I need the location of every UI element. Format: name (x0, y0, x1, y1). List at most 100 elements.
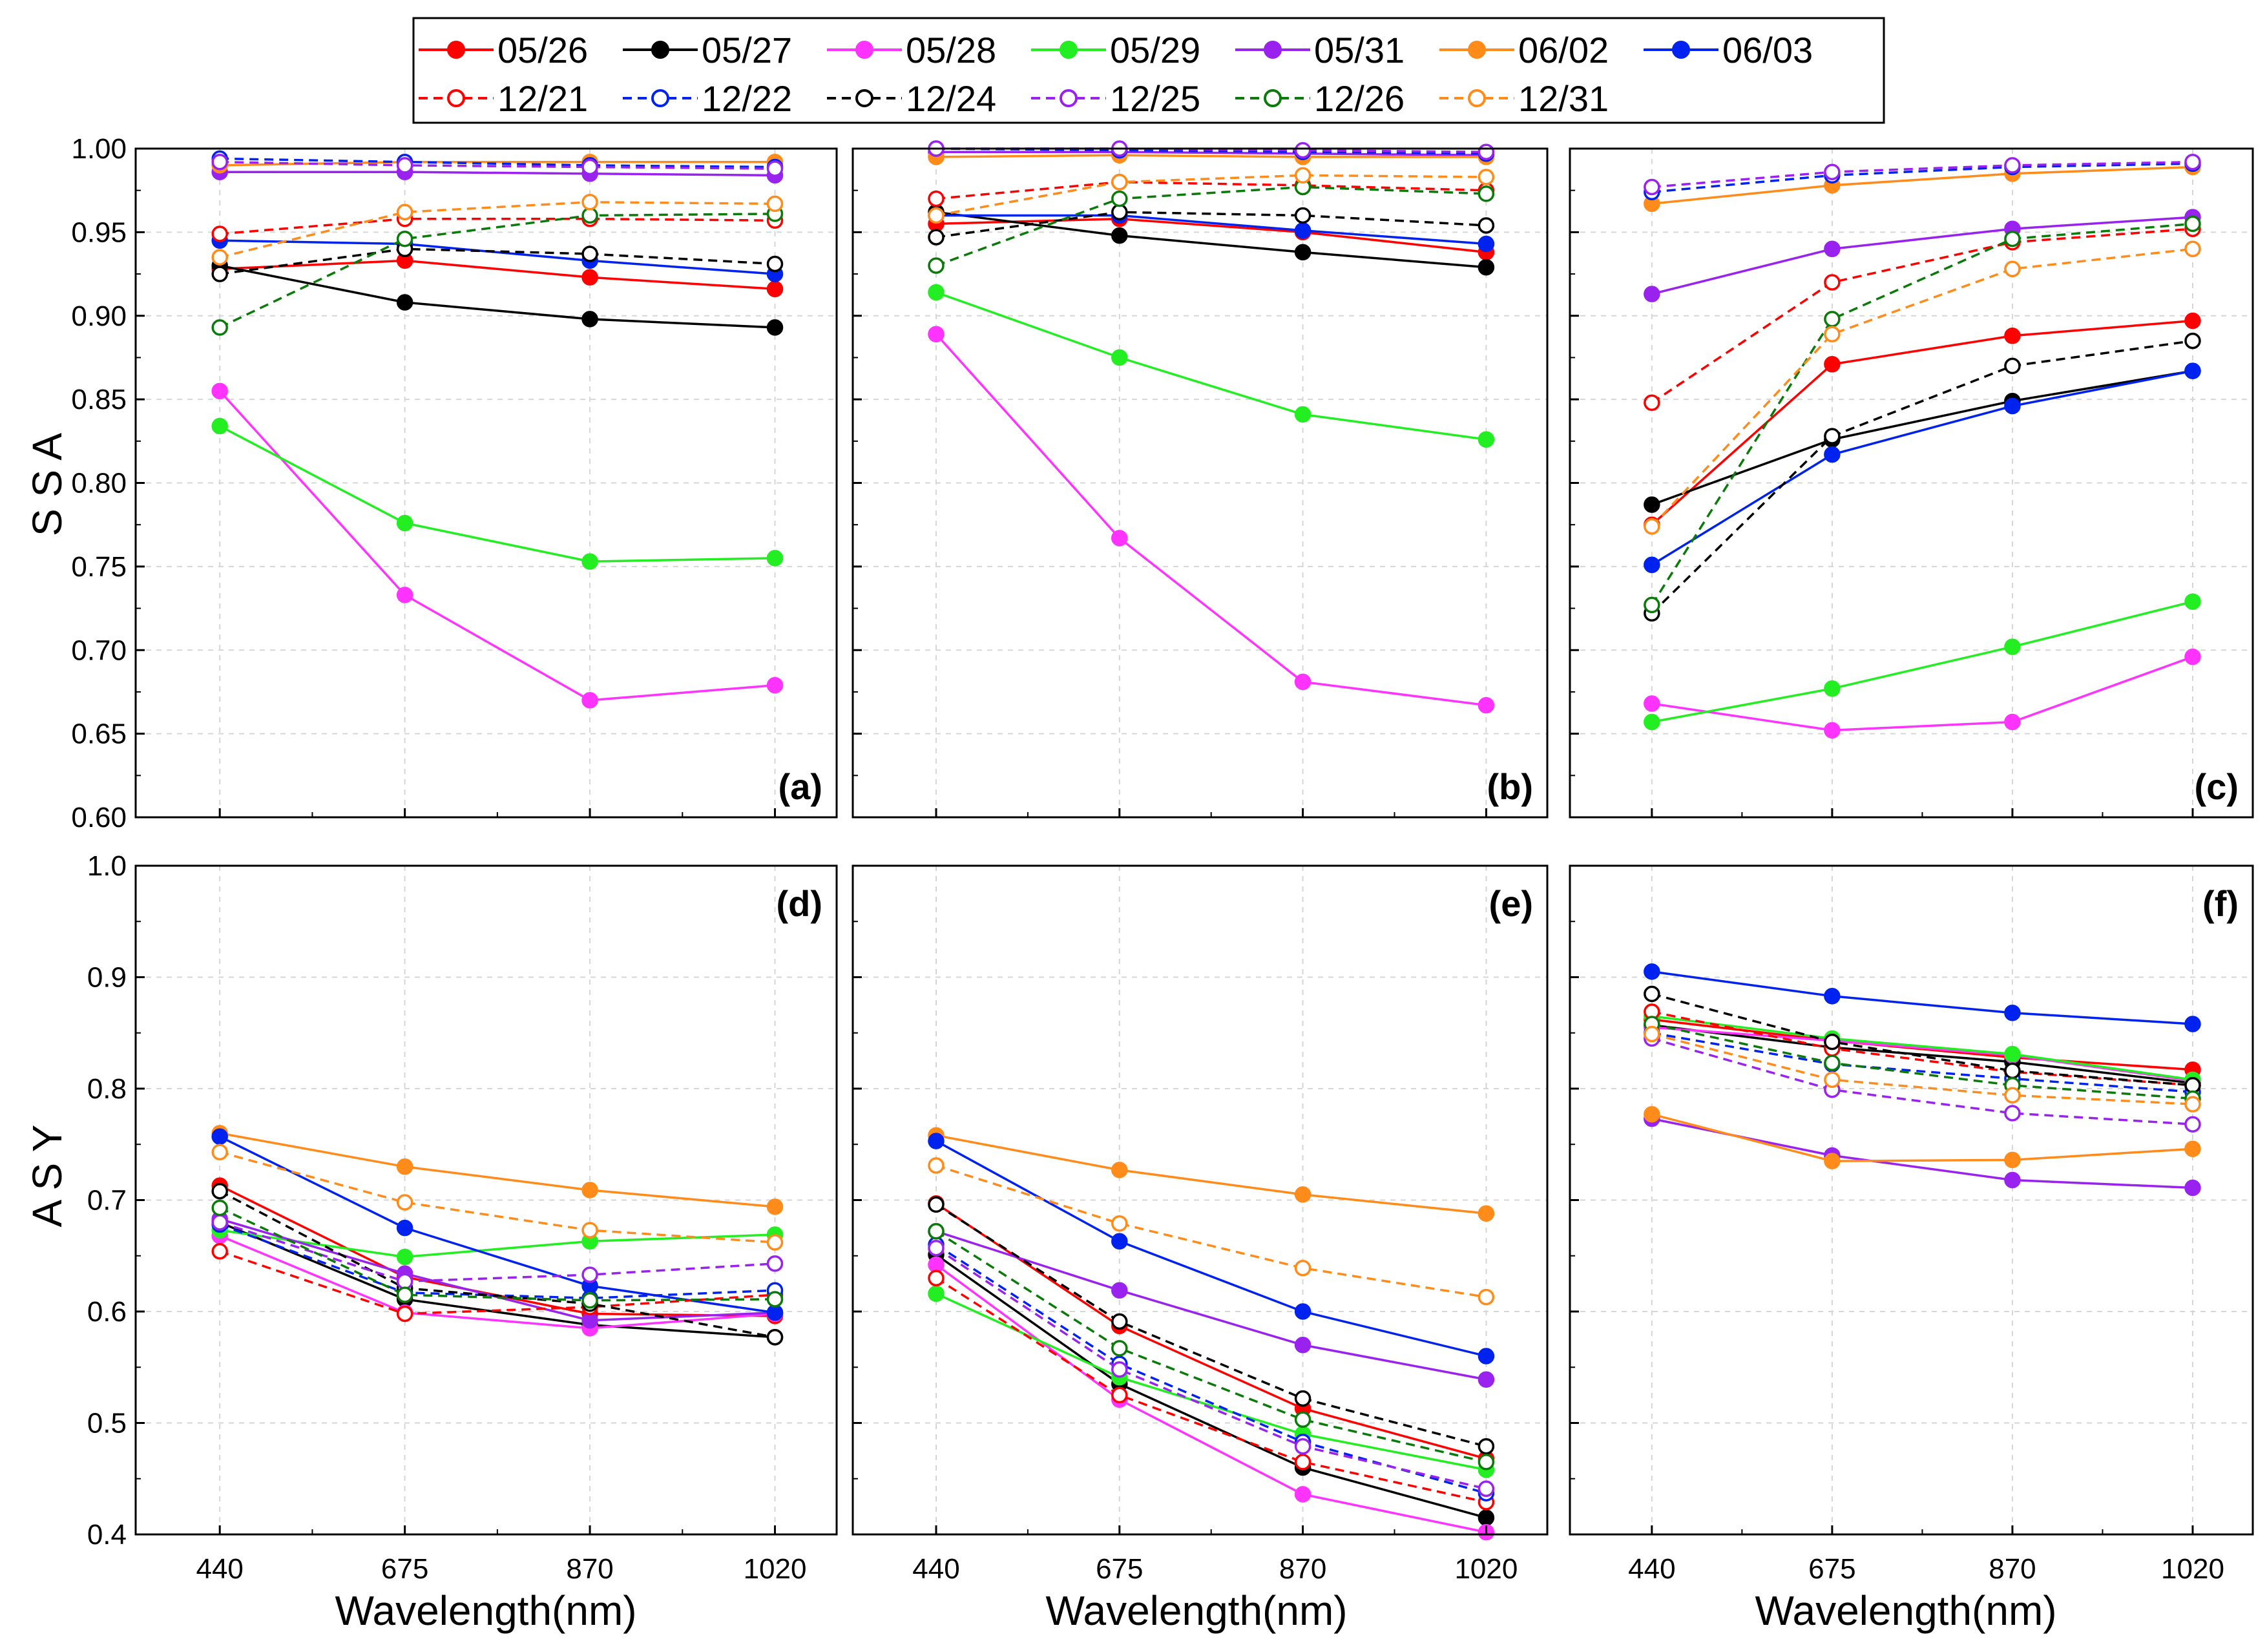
point-b-12/26-1020 (1478, 185, 1495, 202)
panel-label-e: (e) (1489, 883, 1533, 924)
xtick-label-d-440: 440 (196, 1553, 243, 1585)
point-e-06/03-440 (928, 1133, 945, 1149)
point-c-12/21-440 (1644, 394, 1660, 412)
point-b-12/26-440 (928, 257, 945, 274)
point-f-06/02-870 (2004, 1151, 2021, 1169)
series-line-e-06/03 (935, 1140, 1487, 1357)
point-c-12/26-870 (2004, 230, 2021, 247)
point-e-12/26-675 (1111, 1340, 1128, 1357)
point-d-12/24-440 (211, 1182, 228, 1200)
point-a-05/28-440 (211, 382, 228, 399)
point-b-05/27-1020 (1478, 258, 1495, 276)
series-line-e-12/31 (935, 1164, 1487, 1299)
point-e-05/31-1020 (1478, 1371, 1495, 1388)
point-e-12/26-440 (928, 1223, 945, 1240)
point-e-05/28-440 (928, 1256, 945, 1273)
point-e-12/31-440 (928, 1157, 945, 1174)
point-c-05/28-870 (2004, 713, 2021, 731)
legend-label-05/31: 05/31 (1314, 30, 1405, 70)
point-f-12/25-870 (2004, 1105, 2021, 1122)
series-line-a-05/31 (220, 171, 775, 177)
point-c-05/27-440 (1644, 496, 1660, 513)
point-b-05/29-440 (928, 284, 945, 301)
point-e-12/24-440 (928, 1196, 945, 1213)
point-c-05/26-675 (1824, 356, 1841, 373)
point-a-12/26-870 (581, 207, 598, 224)
point-f-12/26-675 (1824, 1054, 1841, 1072)
point-e-12/21-440 (928, 1270, 945, 1287)
ytick-label-a-4: 0.80 (71, 468, 127, 499)
y-axis-title-ssa: S S A (24, 433, 70, 536)
series-line-e-05/27 (935, 1253, 1487, 1519)
series-line-a-12/24 (219, 247, 775, 275)
point-a-05/29-870 (581, 553, 598, 570)
series-line-b-06/03 (936, 214, 1487, 246)
point-e-12/21-675 (1111, 1386, 1128, 1404)
point-e-06/02-1020 (1478, 1205, 1495, 1222)
point-b-12/31-1020 (1478, 169, 1495, 185)
series-line-c-12/21 (1651, 227, 2193, 404)
point-d-06/03-1020 (766, 1304, 784, 1321)
point-f-12/25-1020 (2184, 1116, 2201, 1133)
point-e-12/24-675 (1111, 1313, 1128, 1330)
point-c-06/03-675 (1824, 446, 1841, 463)
series-line-a-05/26 (220, 259, 775, 291)
series-line-d-12/21 (219, 1250, 775, 1315)
point-a-12/31-675 (396, 204, 413, 221)
series-line-a-05/29 (219, 424, 775, 563)
point-b-12/21-440 (928, 190, 945, 207)
point-f-12/24-870 (2004, 1062, 2021, 1080)
series-line-c-05/27 (1651, 370, 2193, 506)
point-d-06/02-1020 (766, 1198, 784, 1215)
legend-label-05/29: 05/29 (1110, 30, 1200, 70)
series-line-b-06/02 (935, 154, 1487, 158)
series-line-a-12/31 (219, 201, 775, 258)
point-d-12/26-675 (396, 1286, 413, 1303)
point-a-12/25-675 (396, 157, 413, 174)
series-line-f-12/22 (1651, 1032, 2193, 1093)
series-line-c-06/03 (1651, 370, 2193, 566)
ytick-label-a-1: 0.65 (71, 718, 127, 750)
point-d-12/31-675 (396, 1194, 413, 1211)
series-line-a-12/26 (219, 213, 775, 329)
point-f-06/03-440 (1644, 963, 1660, 980)
series-line-c-05/28 (1651, 655, 2193, 732)
point-b-06/03-1020 (1478, 235, 1495, 253)
point-d-06/02-675 (396, 1158, 413, 1175)
series-line-a-05/27 (219, 264, 775, 329)
panel-b: (b) (851, 140, 1549, 819)
point-c-05/29-1020 (2184, 593, 2201, 610)
legend-marker-05/26 (447, 41, 465, 59)
point-f-06/02-440 (1644, 1105, 1660, 1123)
legend-marker-05/31 (1264, 41, 1282, 59)
ytick-label-d-0: 0.4 (87, 1519, 127, 1551)
point-f-12/31-870 (2004, 1087, 2021, 1104)
point-c-06/03-440 (1644, 556, 1660, 574)
point-b-12/31-440 (928, 207, 945, 224)
point-f-06/03-870 (2004, 1004, 2021, 1021)
legend-label-05/27: 05/27 (702, 30, 792, 70)
point-a-05/28-1020 (766, 676, 784, 694)
point-d-12/25-440 (211, 1214, 228, 1231)
series-line-f-05/29 (1651, 1015, 2193, 1081)
point-c-05/28-675 (1824, 722, 1841, 739)
point-e-05/31-870 (1294, 1337, 1311, 1354)
point-e-06/03-870 (1294, 1303, 1311, 1320)
point-b-05/28-440 (928, 326, 945, 342)
ytick-label-a-8: 1.00 (71, 133, 127, 165)
point-b-12/25-1020 (1478, 143, 1495, 160)
series-line-e-12/24 (935, 1203, 1487, 1448)
point-e-06/02-870 (1294, 1186, 1311, 1203)
series-line-f-12/25 (1651, 1037, 2193, 1125)
point-d-12/25-870 (581, 1266, 598, 1283)
point-c-05/28-440 (1644, 695, 1660, 712)
point-c-06/03-870 (2004, 397, 2021, 415)
point-c-12/24-1020 (2184, 332, 2201, 350)
point-d-12/24-1020 (766, 1328, 784, 1346)
point-c-12/26-675 (1824, 311, 1841, 328)
xtick-label-f-870: 870 (1989, 1553, 2036, 1585)
point-d-12/21-675 (396, 1305, 413, 1323)
point-a-12/21-440 (211, 225, 228, 242)
legend-marker-06/03 (1672, 41, 1690, 59)
